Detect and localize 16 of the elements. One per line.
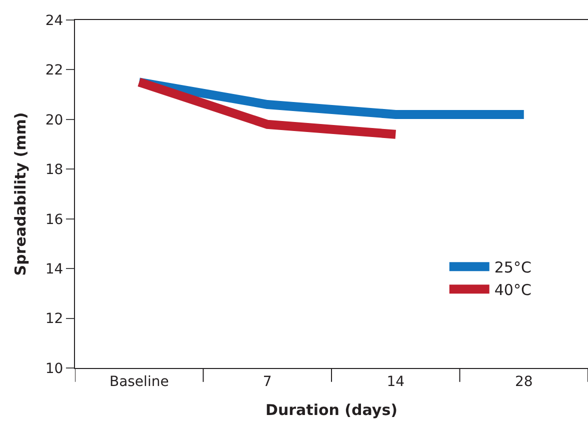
y-tick-label: 10 xyxy=(45,360,64,377)
x-tick-label: 28 xyxy=(514,374,533,390)
y-tick-label: 22 xyxy=(45,62,64,79)
x-tick-label: 7 xyxy=(262,374,272,390)
x-tick-label: 14 xyxy=(386,374,405,390)
y-tick-label: 16 xyxy=(45,212,64,228)
y-tick-label: 20 xyxy=(45,112,64,128)
y-axis-title: Spreadability (mm) xyxy=(12,112,30,276)
x-tick-label: Baseline xyxy=(109,374,169,390)
x-axis-title: Duration (days) xyxy=(266,400,398,419)
legend-label: 25°C xyxy=(494,258,532,276)
y-tick-label: 18 xyxy=(45,162,64,178)
legend-label: 40°C xyxy=(494,280,532,299)
y-tick-label: 12 xyxy=(45,311,64,328)
y-tick-label: 14 xyxy=(45,261,64,278)
y-tick-label: 24 xyxy=(45,12,64,29)
